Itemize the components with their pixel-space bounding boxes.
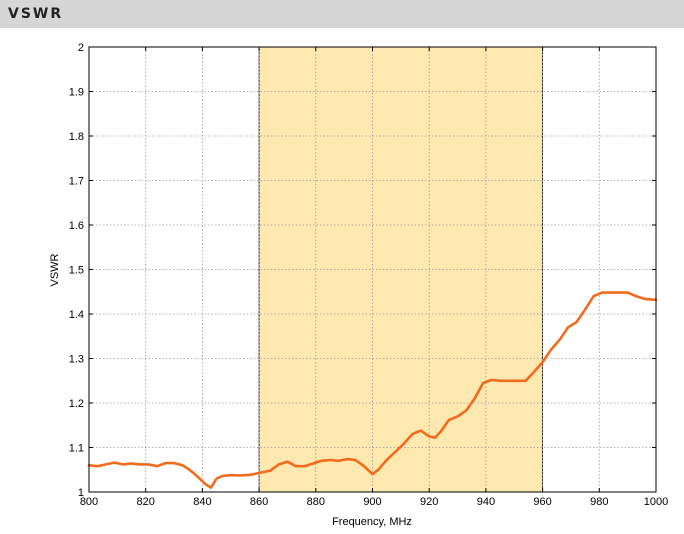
y-tick-label: 1.8 xyxy=(69,131,84,143)
x-axis-label: Frequency, MHz xyxy=(332,516,412,528)
y-tick-label: 1.3 xyxy=(69,354,84,366)
grid-layer xyxy=(88,46,657,493)
y-tick-label: 1.6 xyxy=(69,220,84,232)
x-tick-labels: 800 820 840 860 880 900 920 940 960 980 1000 xyxy=(80,496,668,508)
panel-header: VSWR xyxy=(0,0,684,28)
y-tick-label: 1.7 xyxy=(69,176,84,188)
series-layer xyxy=(87,291,658,489)
y-tick-label: 1.4 xyxy=(69,309,84,321)
y-tick-label: 1.2 xyxy=(69,398,84,410)
x-tick-label: 840 xyxy=(193,496,211,508)
x-tick-label: 880 xyxy=(307,496,325,508)
vswr-series-line xyxy=(87,291,658,489)
y-tick-labels: 1 1.1 1.2 1.3 1.4 1.5 1.6 1.7 1.8 1.9 2 xyxy=(69,42,84,499)
x-tick-label: 820 xyxy=(137,496,155,508)
y-tick-label: 1.5 xyxy=(69,265,84,277)
y-axis-label: VSWR xyxy=(49,253,61,286)
x-tick-label: 960 xyxy=(533,496,551,508)
x-tick-label: 1000 xyxy=(644,496,668,508)
x-tick-label: 940 xyxy=(477,496,495,508)
x-tick-label: 800 xyxy=(80,496,98,508)
y-tick-label: 2 xyxy=(78,42,84,54)
plot-frame-layer xyxy=(88,46,657,493)
x-tick-label: 900 xyxy=(363,496,381,508)
x-tick-label: 860 xyxy=(250,496,268,508)
x-tick-label: 920 xyxy=(420,496,438,508)
y-tick-label: 1.9 xyxy=(69,87,84,99)
y-tick-label: 1.1 xyxy=(69,443,84,455)
y-tick-label: 1 xyxy=(78,487,84,499)
x-tick-label: 980 xyxy=(590,496,608,508)
panel-title: VSWR xyxy=(8,6,64,22)
